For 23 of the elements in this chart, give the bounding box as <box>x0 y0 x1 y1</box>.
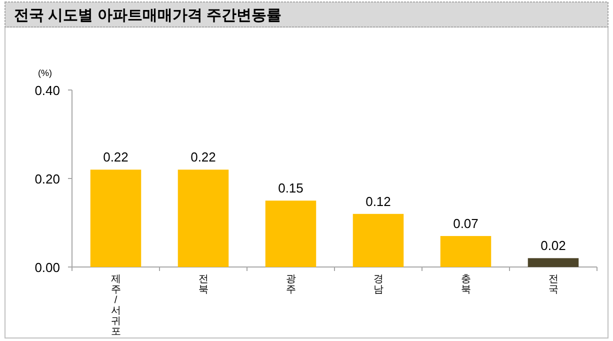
bar <box>178 170 229 267</box>
y-tick-label: 0.40 <box>34 83 60 98</box>
y-tick-label: 0.00 <box>34 260 60 275</box>
bar <box>440 236 492 267</box>
x-tick-label: 전국 <box>548 274 558 296</box>
data-label: 0.15 <box>278 180 304 196</box>
bar <box>265 200 316 267</box>
y-tick-label: 0.20 <box>34 172 60 186</box>
chart-title: 전국 시도별 아파트매매가격 주간변동률 <box>14 7 282 24</box>
data-label: 0.22 <box>103 150 128 165</box>
x-tick-label: 충북 <box>460 274 471 296</box>
data-label: 0.07 <box>453 216 478 232</box>
bar <box>528 258 579 267</box>
x-tick-label: 전북 <box>198 274 208 296</box>
data-label: 0.22 <box>190 150 216 165</box>
data-label: 0.12 <box>366 194 391 209</box>
bar <box>90 170 142 267</box>
x-tick-label: 경남 <box>373 274 384 296</box>
data-label: 0.02 <box>540 238 566 254</box>
x-tick-label: 광주 <box>286 274 296 296</box>
x-tick-label: 제주/서귀포 <box>110 274 121 338</box>
bar <box>352 214 404 267</box>
y-axis-title: (%) <box>38 68 52 78</box>
